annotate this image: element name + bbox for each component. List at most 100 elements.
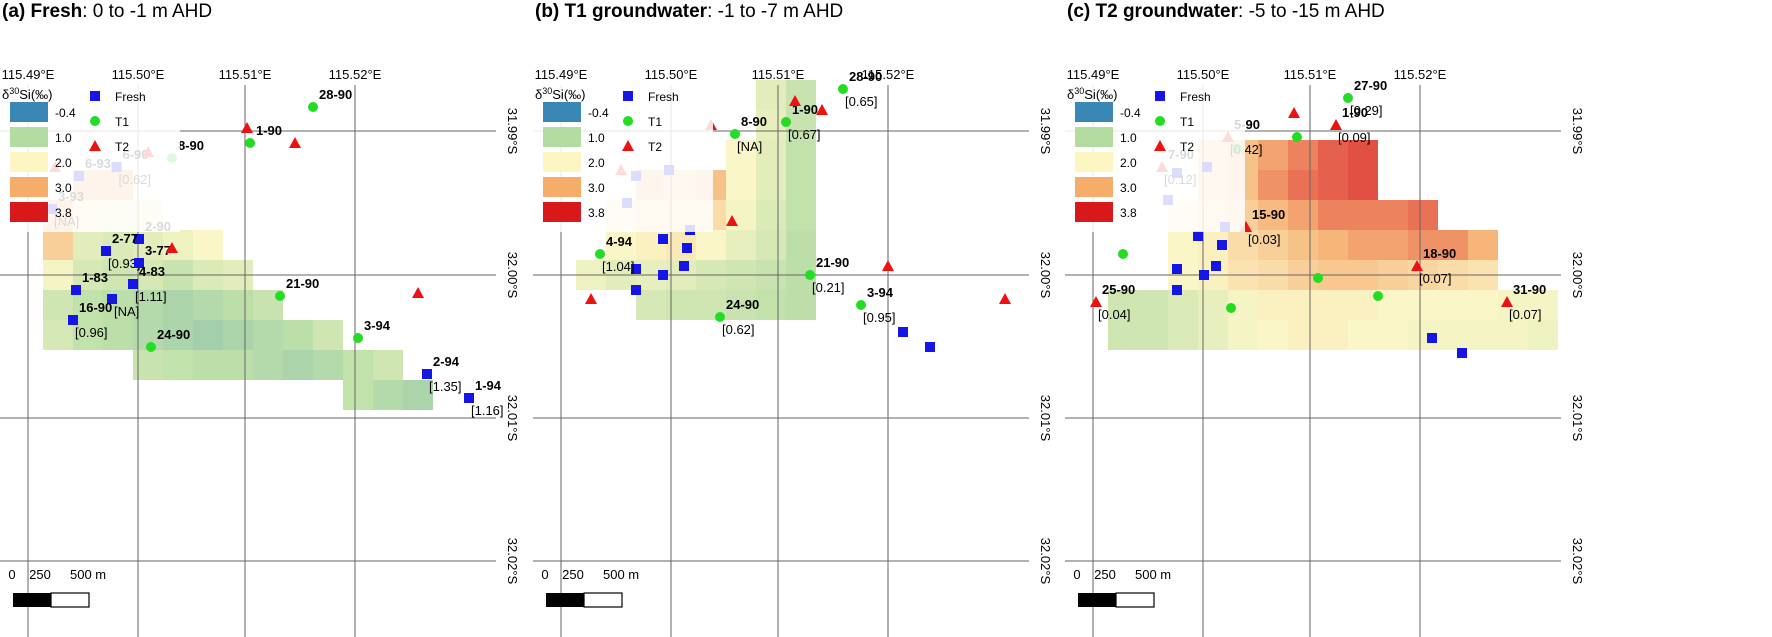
sample-site[interactable]: 21-90 [0.21] bbox=[805, 255, 849, 295]
sample-site[interactable] bbox=[1373, 291, 1383, 301]
sample-site[interactable] bbox=[999, 293, 1011, 304]
sample-site[interactable] bbox=[898, 327, 908, 337]
legend-color-swatch bbox=[543, 127, 581, 147]
sample-site[interactable]: 4-83 [1.11] bbox=[128, 264, 167, 304]
sample-site[interactable] bbox=[1211, 261, 1221, 271]
sample-site[interactable]: 4-94 [1.04] bbox=[595, 234, 635, 274]
sample-site[interactable] bbox=[631, 264, 641, 274]
raster-cell bbox=[1468, 230, 1498, 260]
sample-site[interactable] bbox=[631, 285, 641, 295]
sample-site[interactable] bbox=[679, 261, 689, 271]
sample-site[interactable]: 31-90 [0.07] bbox=[1501, 282, 1546, 322]
sample-site[interactable]: 1-83 bbox=[71, 270, 108, 295]
t1-sample-marker bbox=[805, 270, 815, 280]
sample-site[interactable]: 3-94 bbox=[353, 318, 391, 343]
longitude-label: 115.49°E bbox=[2, 67, 55, 82]
sample-site[interactable] bbox=[1172, 285, 1182, 295]
sample-site[interactable]: 2-77 [0.93] bbox=[101, 231, 141, 271]
t1-sample-marker bbox=[1226, 303, 1236, 313]
raster-cell bbox=[786, 110, 816, 140]
sample-site[interactable] bbox=[789, 95, 801, 106]
raster-cell bbox=[1318, 320, 1348, 350]
sample-site[interactable]: 28-90 bbox=[308, 87, 352, 112]
sample-site[interactable]: 1-94 [1.16] bbox=[464, 378, 504, 418]
sample-site[interactable]: 21-90 bbox=[275, 276, 319, 301]
raster-cell bbox=[1138, 320, 1168, 350]
sample-site[interactable] bbox=[726, 215, 738, 226]
sample-site[interactable]: 8-90 [NA] bbox=[730, 114, 767, 154]
legend: δ30Si(‰)-0.4 1.0 2.0 3.0 3.8 Fresh T1 T2 bbox=[0, 84, 180, 232]
raster-cell bbox=[786, 230, 816, 260]
sample-site[interactable] bbox=[1292, 132, 1302, 142]
sample-site[interactable]: 27-90 [0.29] bbox=[1343, 78, 1387, 118]
panel-title-depth: : -1 to -7 m AHD bbox=[707, 1, 843, 22]
legend-title-unit: Si(‰) bbox=[1084, 87, 1117, 102]
longitude-label: 115.49°E bbox=[535, 67, 588, 82]
sample-label: 25-90 bbox=[1102, 282, 1135, 297]
raster-cell bbox=[1258, 320, 1288, 350]
legend-t1-symbol bbox=[90, 116, 100, 126]
t1-sample-marker bbox=[856, 300, 866, 310]
sample-site[interactable] bbox=[925, 342, 935, 352]
sample-site[interactable] bbox=[166, 242, 178, 253]
legend-ramp-value: 1.0 bbox=[1120, 131, 1137, 145]
latitude-label: 32.01°S bbox=[1570, 395, 1585, 442]
fresh-sample-marker bbox=[631, 264, 641, 274]
sample-site[interactable] bbox=[658, 234, 668, 244]
sample-site[interactable] bbox=[1199, 270, 1209, 280]
sample-site[interactable] bbox=[412, 287, 424, 298]
sample-value: [1.04] bbox=[602, 259, 635, 274]
sample-site[interactable] bbox=[1193, 231, 1203, 241]
sample-site[interactable]: 1-90 bbox=[245, 123, 282, 148]
t1-sample-marker bbox=[308, 102, 318, 112]
longitude-label: 115.51°E bbox=[752, 67, 805, 82]
sample-site[interactable] bbox=[1172, 264, 1182, 274]
scale-bar: 0 250 500 m bbox=[8, 567, 106, 608]
sample-site[interactable] bbox=[1118, 249, 1128, 259]
sample-site[interactable] bbox=[882, 260, 894, 271]
sample-site[interactable]: 3-94 [0.95] bbox=[856, 285, 896, 325]
fresh-sample-marker bbox=[925, 342, 935, 352]
latitude-label: 32.02°S bbox=[505, 538, 520, 585]
raster-cell bbox=[103, 320, 133, 350]
graticule bbox=[1065, 85, 1561, 637]
t1-sample-marker bbox=[595, 249, 605, 259]
raster-cell bbox=[283, 350, 313, 380]
legend-ramp-value: 3.8 bbox=[55, 206, 72, 220]
legend-fresh-symbol bbox=[90, 91, 100, 101]
sample-site[interactable] bbox=[1313, 273, 1323, 283]
sample-site[interactable]: 16-90 [0.96] bbox=[68, 300, 112, 340]
longitude-label: 115.52°E bbox=[329, 67, 382, 82]
sample-site[interactable]: 25-90 [0.04] bbox=[1090, 282, 1135, 322]
raster-cell bbox=[1438, 230, 1468, 260]
sample-label: 18-90 bbox=[1423, 246, 1456, 261]
sample-site[interactable] bbox=[241, 122, 253, 133]
sample-site[interactable] bbox=[1226, 303, 1236, 313]
sample-site[interactable] bbox=[682, 243, 692, 253]
latitude-label: 32.00°S bbox=[505, 252, 520, 299]
sample-site[interactable]: 28-90 [0.65] bbox=[838, 69, 882, 109]
sample-site[interactable] bbox=[816, 104, 828, 115]
sample-value: [0.93] bbox=[108, 256, 141, 271]
t2-sample-marker bbox=[166, 242, 178, 253]
sample-site[interactable]: 2-94 [1.35] bbox=[422, 354, 462, 394]
sample-site[interactable]: 15-90 [0.03] bbox=[1240, 207, 1285, 247]
legend-color-swatch bbox=[1075, 202, 1113, 222]
sample-site[interactable]: 24-90 bbox=[146, 327, 190, 352]
panel-title-bold: Fresh bbox=[31, 1, 83, 22]
raster-cell bbox=[1288, 230, 1318, 260]
sample-site[interactable] bbox=[289, 137, 301, 148]
sample-site[interactable]: [NA] bbox=[107, 294, 139, 319]
sample-site[interactable] bbox=[1288, 107, 1300, 118]
sample-site[interactable] bbox=[1217, 240, 1227, 250]
sample-site[interactable]: 3-77 bbox=[134, 243, 171, 268]
sample-site[interactable]: 18-90 [0.07] bbox=[1411, 246, 1456, 286]
scale-bar: 0 250 500 m bbox=[1073, 567, 1171, 608]
sample-site[interactable] bbox=[1457, 348, 1467, 358]
sample-site[interactable] bbox=[658, 270, 668, 280]
sample-site[interactable]: 1-90 [0.09] bbox=[1330, 105, 1371, 145]
sample-site[interactable] bbox=[585, 293, 597, 304]
sample-site[interactable] bbox=[1427, 333, 1437, 343]
scale-bar-label: 0 bbox=[1073, 567, 1080, 582]
sample-site[interactable]: 24-90 [0.62] bbox=[715, 297, 759, 337]
